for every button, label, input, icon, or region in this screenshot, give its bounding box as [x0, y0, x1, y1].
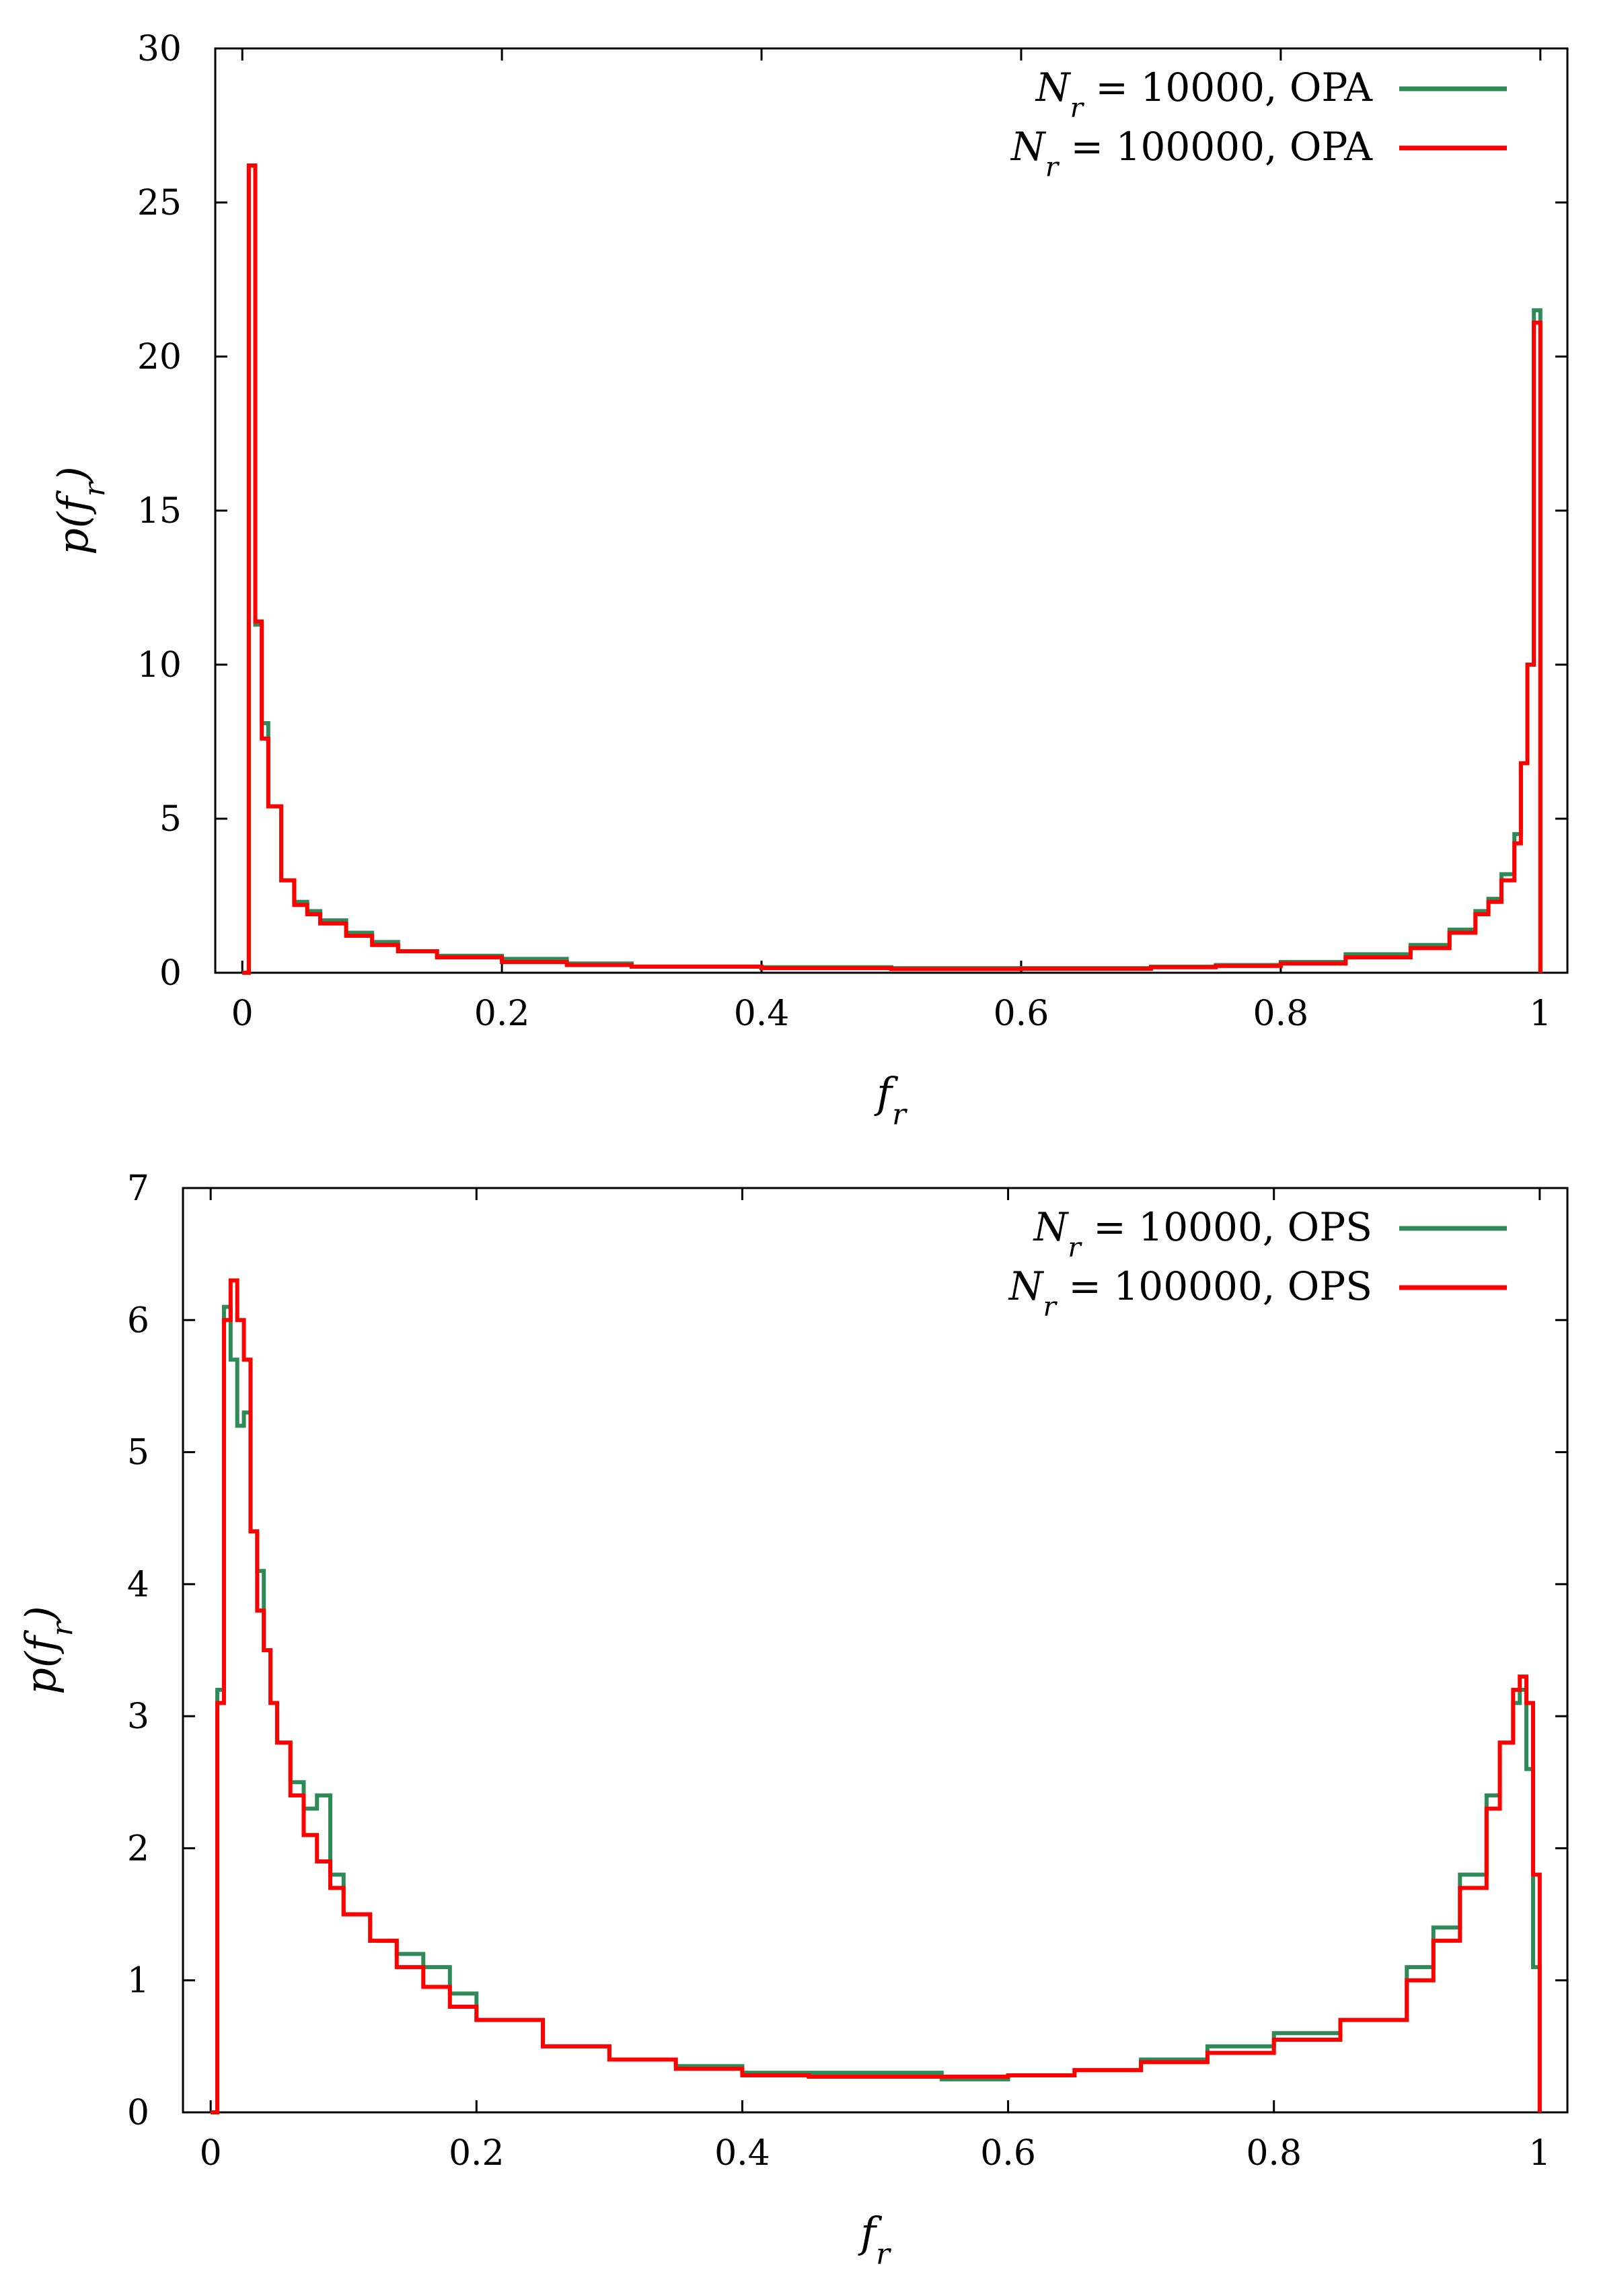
y-tick-label: 5 — [127, 1433, 149, 1473]
x-tick-label: 1 — [1528, 2133, 1551, 2174]
plot-frame — [214, 47, 1569, 974]
x-tick-label: 1 — [1529, 994, 1551, 1034]
legend-label: Nr = 10000, OPS — [1033, 1204, 1372, 1263]
y-tick-label: 30 — [137, 29, 182, 69]
y-tick-label: 6 — [127, 1300, 149, 1341]
x-tick-label: 0 — [231, 994, 254, 1034]
y-tick-label: 7 — [127, 1169, 149, 1209]
plot-frame — [182, 1187, 1569, 2114]
chart-panel-bottom: 0 0.2 0.4 0.6 0.8 1 0 1 2 3 4 5 6 7 fr p(fr) Nr = 10000,… — [16, 1169, 1569, 2271]
x-axis-label: fr — [874, 1068, 907, 1132]
x-tick-label: 0.4 — [714, 2133, 770, 2174]
x-tick-label: 0.8 — [1246, 2133, 1302, 2174]
y-axis-label: p(fr) — [16, 1606, 79, 1695]
y-tick-label: 20 — [137, 337, 182, 377]
x-tick-label: 0.4 — [734, 994, 790, 1034]
x-tick-label: 0.8 — [1253, 994, 1309, 1034]
y-tick-label: 0 — [159, 953, 182, 994]
series-line-large-sample — [211, 1278, 1542, 2114]
legend-label: Nr = 100000, OPS — [1008, 1263, 1372, 1323]
x-tick-label: 0.6 — [994, 994, 1049, 1034]
y-tick-label: 0 — [127, 2093, 149, 2133]
series-line-large-sample — [242, 163, 1543, 975]
y-tick-label: 25 — [137, 183, 182, 223]
x-tick-label: 0.2 — [474, 994, 530, 1034]
x-tick-label: 0 — [200, 2133, 222, 2174]
x-tick-label: 0.6 — [980, 2133, 1036, 2174]
y-tick-label: 15 — [137, 491, 182, 531]
y-axis-label: p(fr) — [48, 466, 112, 555]
y-tick-label: 3 — [127, 1697, 149, 1737]
legend-label: Nr = 100000, OPA — [1010, 124, 1373, 183]
legend-label: Nr = 10000, OPA — [1035, 65, 1373, 124]
y-tick-label: 4 — [127, 1565, 149, 1605]
series-line-small-sample — [242, 163, 1543, 975]
y-tick-label: 5 — [159, 799, 182, 840]
y-tick-label: 10 — [137, 645, 182, 686]
x-tick-label: 0.2 — [449, 2133, 505, 2174]
series-line-small-sample — [211, 1304, 1542, 2114]
x-axis-label: fr — [858, 2208, 891, 2271]
y-tick-label: 2 — [127, 1828, 149, 1869]
y-tick-label: 1 — [127, 1961, 149, 2001]
